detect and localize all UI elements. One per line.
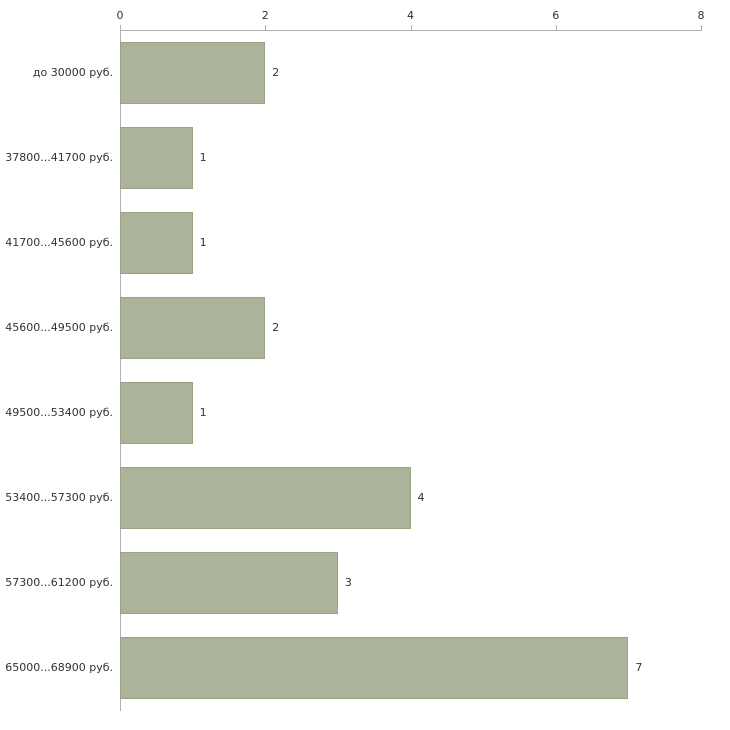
x-tick-mark <box>410 25 412 31</box>
x-tick-label: 6 <box>552 9 560 22</box>
bar <box>120 126 193 189</box>
x-tick-mark <box>701 25 702 31</box>
bar-value-label: 4 <box>417 491 425 504</box>
bar-row: 49500...53400 руб. 1 <box>5 370 701 455</box>
y-axis-line <box>120 30 121 711</box>
x-tick-mark <box>120 25 121 31</box>
x-tick-mark <box>555 25 557 31</box>
bar-value-label: 2 <box>272 66 280 79</box>
bar <box>120 296 266 359</box>
bar <box>120 636 629 699</box>
category-label: 53400...57300 руб. <box>5 491 113 504</box>
bar-value-label: 1 <box>199 236 207 249</box>
bar <box>120 466 411 529</box>
bar <box>120 381 193 444</box>
bar-row: 53400...57300 руб. 4 <box>5 455 701 540</box>
x-tick-label: 0 <box>116 9 124 22</box>
bar-row: 45600...49500 руб. 2 <box>5 285 701 370</box>
category-label: 49500...53400 руб. <box>5 406 113 419</box>
bars-area: до 30000 руб. 2 37800...41700 руб. 1 41700..… <box>5 30 701 710</box>
category-label: 57300...61200 руб. <box>5 576 113 589</box>
bar <box>120 211 193 274</box>
bar-value-label: 7 <box>635 661 643 674</box>
bar-row: 37800...41700 руб. 1 <box>5 115 701 200</box>
bar-value-label: 1 <box>199 406 207 419</box>
bar-value-label: 2 <box>272 321 280 334</box>
category-label: 37800...41700 руб. <box>5 151 113 164</box>
bar-value-label: 1 <box>199 151 207 164</box>
category-label: до 30000 руб. <box>32 66 113 79</box>
category-label: 41700...45600 руб. <box>5 236 113 249</box>
x-tick-label: 2 <box>261 9 269 22</box>
x-axis-line <box>120 30 701 31</box>
x-tick-label: 8 <box>697 9 705 22</box>
bar-value-label: 3 <box>344 576 352 589</box>
x-tick-label: 4 <box>407 9 414 22</box>
bar-row: 57300...61200 руб. 3 <box>5 540 701 625</box>
category-label: 65000...68900 руб. <box>5 661 113 674</box>
bar <box>120 551 338 614</box>
bar-row: до 30000 руб. 2 <box>33 30 701 115</box>
bar-row: 41700...45600 руб. 1 <box>5 200 701 285</box>
bar <box>120 41 266 104</box>
bar-row: 65000...68900 руб. 7 <box>5 625 701 710</box>
x-tick-mark <box>265 25 267 31</box>
category-label: 45600...49500 руб. <box>5 321 113 334</box>
